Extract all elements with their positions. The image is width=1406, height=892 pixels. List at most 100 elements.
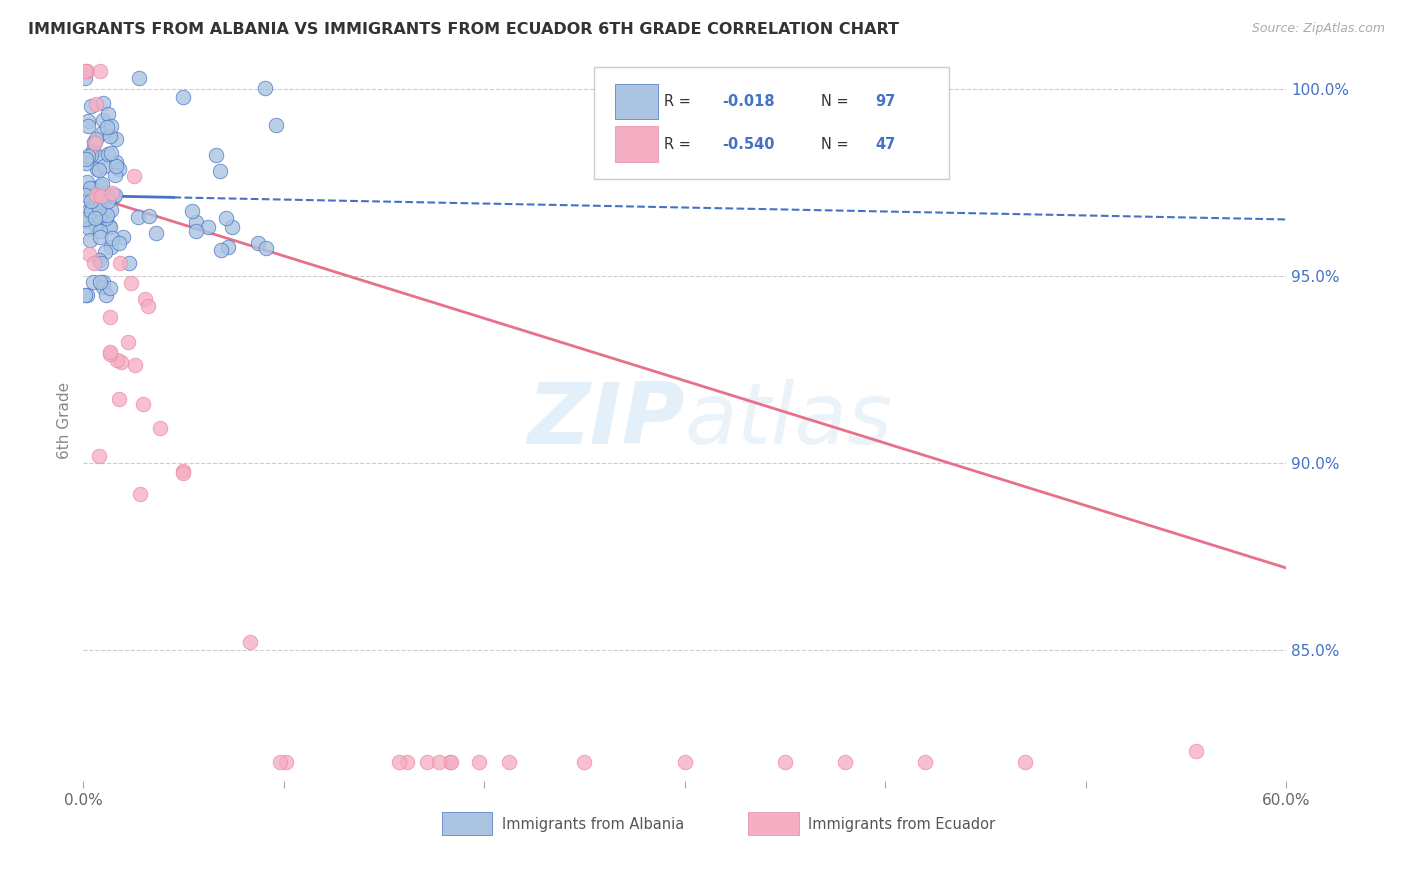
Text: N =: N =: [821, 94, 853, 109]
Point: [172, 89, 194, 103]
Text: Immigrants from Albania: Immigrants from Albania: [502, 817, 685, 831]
Point: [83, 135, 105, 149]
Point: [172, 464, 194, 478]
Point: [498, 755, 520, 769]
Point: [834, 755, 856, 769]
Point: [77, 221, 100, 235]
Text: 97: 97: [875, 94, 896, 109]
Point: [98, 220, 121, 235]
Point: [120, 276, 142, 290]
Point: [91, 126, 114, 140]
Point: [76, 119, 98, 133]
Point: [172, 467, 194, 481]
Point: [129, 487, 152, 501]
Point: [84, 187, 107, 202]
Text: Source: ZipAtlas.com: Source: ZipAtlas.com: [1251, 22, 1385, 36]
Point: [94, 211, 117, 225]
Point: [97, 147, 120, 161]
Point: [117, 334, 139, 349]
Point: [82, 143, 104, 157]
Point: [1014, 755, 1036, 769]
Point: [90, 188, 112, 202]
Point: [100, 239, 122, 253]
Point: [89, 224, 111, 238]
Point: [104, 132, 127, 146]
Point: [82, 198, 104, 212]
Point: [75, 188, 97, 202]
Point: [89, 163, 111, 178]
Point: [415, 755, 437, 769]
Point: [269, 755, 291, 769]
Point: [104, 188, 127, 202]
Point: [89, 252, 111, 267]
Point: [184, 224, 207, 238]
Point: [84, 211, 107, 225]
Text: R =: R =: [665, 136, 696, 152]
Point: [76, 63, 98, 78]
FancyBboxPatch shape: [614, 84, 658, 119]
Point: [91, 275, 114, 289]
Point: [276, 755, 298, 769]
Point: [83, 256, 105, 270]
Point: [124, 359, 146, 373]
Point: [101, 186, 124, 200]
Point: [440, 755, 463, 769]
Point: [84, 136, 107, 150]
Point: [98, 128, 121, 143]
Point: [138, 209, 160, 223]
Point: [254, 81, 277, 95]
Point: [127, 211, 149, 225]
Text: 47: 47: [875, 136, 896, 152]
Point: [134, 292, 156, 306]
Y-axis label: 6th Grade: 6th Grade: [58, 382, 72, 458]
Point: [238, 635, 260, 649]
Point: [84, 96, 107, 111]
Point: [122, 169, 145, 183]
Point: [104, 159, 127, 173]
Point: [86, 215, 108, 229]
Point: [574, 755, 596, 769]
Point: [468, 755, 491, 769]
Point: [79, 234, 101, 248]
Point: [914, 755, 936, 769]
Point: [100, 145, 122, 160]
FancyBboxPatch shape: [595, 67, 949, 178]
FancyBboxPatch shape: [748, 812, 799, 835]
Point: [221, 220, 243, 235]
Point: [80, 98, 103, 112]
Point: [180, 204, 202, 219]
Point: [83, 217, 105, 231]
Point: [91, 280, 114, 294]
Point: [75, 63, 97, 78]
Text: -0.540: -0.540: [723, 136, 775, 152]
Point: [108, 392, 131, 406]
Point: [98, 281, 121, 295]
Text: -0.018: -0.018: [723, 94, 775, 109]
Point: [217, 240, 239, 254]
Point: [97, 219, 120, 233]
Point: [395, 755, 418, 769]
Point: [118, 255, 141, 269]
Point: [80, 194, 103, 208]
Text: N =: N =: [821, 136, 853, 152]
Point: [101, 231, 124, 245]
Point: [86, 161, 108, 176]
Point: [97, 106, 120, 120]
Point: [76, 114, 98, 128]
Point: [90, 150, 112, 164]
Point: [89, 229, 111, 244]
Text: Immigrants from Ecuador: Immigrants from Ecuador: [808, 817, 995, 831]
Point: [76, 288, 98, 302]
Point: [77, 149, 100, 163]
Point: [80, 204, 103, 219]
Point: [108, 236, 131, 251]
Point: [97, 194, 120, 208]
Point: [75, 214, 97, 228]
Point: [96, 208, 118, 222]
Point: [91, 95, 114, 110]
Point: [98, 345, 121, 359]
Point: [77, 246, 100, 260]
Point: [82, 180, 104, 194]
Point: [94, 244, 117, 259]
Point: [132, 397, 155, 411]
